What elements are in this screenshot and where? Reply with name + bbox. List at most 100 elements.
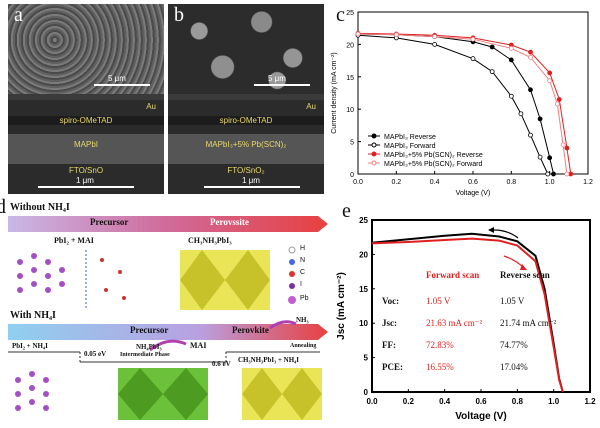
x-axis-label: Voltage (V) bbox=[455, 411, 506, 422]
data-point bbox=[508, 57, 514, 63]
table-cell: Jsc: bbox=[382, 318, 397, 328]
data-point bbox=[545, 171, 551, 177]
bottom-process-arrow bbox=[8, 324, 328, 340]
layer-spiro-b: spiro-OMeTAD bbox=[168, 116, 324, 125]
data-point bbox=[547, 155, 553, 161]
layer-perovskite-b: MAPbI₃+5% Pb(SCN)₂ bbox=[168, 134, 324, 164]
annealing-label: Annealing bbox=[290, 343, 317, 349]
panel-label-c: c bbox=[336, 4, 345, 26]
x-tick-label: 0.6 bbox=[475, 397, 487, 406]
series-line bbox=[357, 33, 568, 175]
sem-cross-section-a: Au spiro-OMeTAD MAPbI FTO/SnO bbox=[8, 100, 164, 194]
data-point bbox=[355, 31, 361, 37]
data-point bbox=[393, 32, 399, 38]
sem-surface-image-a bbox=[8, 4, 164, 94]
series-line bbox=[357, 34, 549, 175]
y-tick-label: 25 bbox=[346, 10, 354, 17]
layer-fto-b: FTO/SnO₂ bbox=[227, 166, 265, 175]
precursor-structure-bottom bbox=[15, 371, 49, 411]
x-tick-label: 1.2 bbox=[584, 397, 596, 406]
data-point bbox=[528, 132, 533, 138]
legend-n: N bbox=[300, 257, 306, 264]
energy-barrier-1: 0.05 eV bbox=[84, 350, 107, 358]
reverse-arrowhead bbox=[488, 227, 494, 233]
y-tick-label: 5 bbox=[350, 140, 354, 147]
title-without-nh4i: Without NH₄I bbox=[10, 202, 70, 213]
panel-label-a: a bbox=[14, 4, 23, 26]
x-tick-label: 0.6 bbox=[468, 179, 478, 186]
y-tick-label: 5 bbox=[364, 354, 369, 363]
x-tick-label: 0.0 bbox=[353, 179, 363, 186]
energy-barrier-2: 0.6 eV bbox=[212, 360, 231, 368]
table-cell: 1.05 V bbox=[500, 296, 525, 306]
table-cell: PCE: bbox=[382, 362, 403, 372]
data-point bbox=[551, 171, 556, 177]
perovskite-structure-bottom bbox=[242, 368, 322, 420]
sem-panel-b: 5 μm Au spiro-OMeTAD MAPbI₃+5% Pb(SCN)₂ … bbox=[168, 4, 324, 194]
atom-legend bbox=[288, 246, 296, 304]
intermediate-structure bbox=[118, 368, 208, 420]
y-tick-label: 15 bbox=[346, 75, 354, 82]
table-cell: 21.63 mA cm⁻² bbox=[426, 318, 482, 328]
top-perovskite-label: CH₃NH₃PbI₃ bbox=[188, 236, 232, 245]
legend-c: C bbox=[300, 269, 306, 276]
table-header: Reverse scan bbox=[500, 270, 550, 280]
x-tick-label: 0.8 bbox=[512, 397, 524, 406]
layer-spiro-a: spiro-OMeTAD bbox=[8, 116, 164, 125]
legend-entry: MAPbI₃ Forward bbox=[384, 143, 436, 150]
scale-label-top-b: 5 μm bbox=[268, 74, 286, 83]
x-tick-label: 0.4 bbox=[430, 179, 440, 186]
data-point bbox=[537, 154, 543, 160]
forward-scan-arrow bbox=[503, 255, 525, 269]
data-point bbox=[568, 171, 574, 177]
legend-entry: MAPbI₃ Reverse bbox=[384, 134, 436, 141]
bottom-product-label: CH₃NH₃PbI₃ + NH₄I bbox=[238, 356, 300, 364]
data-point bbox=[547, 78, 553, 84]
table-cell: 74.77% bbox=[500, 340, 528, 350]
x-tick-label: 1.2 bbox=[583, 179, 593, 186]
scale-label-top-a: 5 μm bbox=[108, 74, 126, 83]
data-point bbox=[432, 34, 438, 40]
legend-h: H bbox=[300, 245, 306, 252]
intermediate-phase-label: Intermediate Phase bbox=[120, 352, 170, 358]
legend-i: I bbox=[300, 281, 302, 288]
table-cell: 72.83% bbox=[426, 340, 454, 350]
top-arrow-precursor: Precursor bbox=[90, 217, 129, 227]
layer-au-b: Au bbox=[306, 102, 316, 111]
data-point bbox=[489, 44, 495, 50]
legend-marker bbox=[371, 142, 377, 148]
legend-marker bbox=[371, 160, 377, 166]
data-point bbox=[508, 45, 514, 51]
nh3-arrow bbox=[269, 320, 297, 330]
sem-cross-section-b: Au spiro-OMeTAD MAPbI₃+5% Pb(SCN)₂ FTO/S… bbox=[168, 100, 324, 194]
x-tick-label: 0.4 bbox=[439, 397, 451, 406]
y-tick-label: 0 bbox=[350, 172, 354, 179]
mai-molecules-top bbox=[100, 258, 126, 300]
title-with-nh4i: With NH₄I bbox=[10, 310, 56, 321]
table-header: Forward scan bbox=[426, 270, 479, 280]
mai-label: MAI bbox=[190, 341, 207, 350]
bottom-arrow-precursor: Precursor bbox=[130, 325, 169, 335]
series-line bbox=[357, 32, 572, 175]
scale-bar-top-a bbox=[94, 84, 150, 86]
y-tick-label: 20 bbox=[346, 42, 354, 49]
data-point bbox=[432, 42, 438, 47]
data-point bbox=[547, 70, 553, 76]
y-tick-label: 10 bbox=[346, 107, 354, 114]
y-axis-label: Jsc (mA cm⁻²) bbox=[336, 272, 347, 340]
table-cell: 17.04% bbox=[500, 362, 528, 372]
table-cell: 21.74 mA cm⁻² bbox=[500, 318, 556, 328]
x-tick-label: 0.8 bbox=[506, 179, 516, 186]
top-precursor-label: PbI₂ + MAI bbox=[54, 236, 94, 245]
data-point bbox=[489, 69, 495, 75]
legend-marker bbox=[371, 151, 377, 157]
schematic-panel-d: d Without NH₄I Precursor Perovssite PbI₂… bbox=[0, 196, 332, 428]
table-cell: Voc: bbox=[382, 296, 399, 306]
table-cell: 16.55% bbox=[426, 362, 454, 372]
bottom-precursor-label: PbI₂ + NH₄I bbox=[12, 342, 48, 350]
table-cell: 1.05 V bbox=[426, 296, 451, 306]
nh3-label: NH₃ bbox=[296, 316, 309, 324]
schematic-svg bbox=[8, 216, 328, 420]
y-tick-label: 10 bbox=[359, 319, 368, 328]
x-axis-label: Voltage (V) bbox=[456, 190, 491, 197]
